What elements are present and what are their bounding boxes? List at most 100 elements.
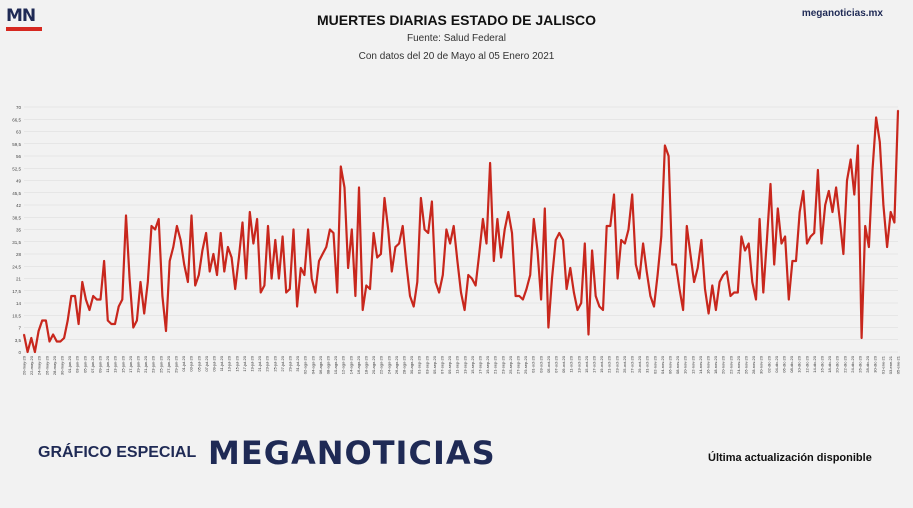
data-point [354,295,357,297]
data-point [737,291,739,294]
data-point [365,284,368,287]
data-point [256,218,258,220]
data-point [110,323,113,325]
chart-subtitle-date-range: Con datos del 20 de Mayo al 05 Enero 202… [358,51,555,62]
x-tick-label: 16-ago-20 [356,355,361,374]
data-point [179,239,182,241]
x-tick-label: 28-ago-20 [402,355,407,374]
x-tick-label: 26-dic-20 [858,355,863,372]
data-point [755,298,757,301]
x-tick-label: 20-nov-20 [721,355,726,374]
data-point [540,298,542,301]
data-point [733,291,735,294]
x-tick-label: 17-jun-20 [128,355,133,373]
data-point [584,242,586,245]
y-tick-label: 35 [16,228,22,233]
y-tick-label: 70 [16,105,22,110]
data-point [161,295,164,297]
x-tick-label: 22-nov-20 [728,355,733,374]
data-point [806,242,808,245]
data-point [780,242,783,245]
x-tick-label: 29-jun-20 [174,355,179,373]
data-point [817,169,819,171]
x-tick-label: 03-jul-20 [189,355,194,371]
data-point [798,211,801,213]
data-point [23,333,25,336]
x-tick-label: 06-dic-20 [782,355,787,372]
data-point [274,239,277,241]
data-point [853,193,856,196]
data-point [547,326,550,329]
x-tick-label: 12-nov-20 [690,355,695,374]
data-point [838,218,841,220]
data-point [744,249,746,252]
x-tick-label: 05-jul-20 [196,355,201,371]
y-tick-label: 45,5 [12,191,21,196]
data-point [401,225,404,227]
data-point [638,277,641,280]
data-point [777,207,779,210]
data-point [485,242,488,245]
data-point [372,232,375,234]
data-point [405,263,408,266]
x-tick-label: 14-nov-20 [698,355,703,374]
data-point [445,228,448,231]
data-point [70,295,73,297]
data-point [263,284,266,287]
data-point [766,239,768,241]
data-point [882,204,885,206]
x-tick-label: 10-ago-20 [333,355,338,374]
data-point [718,281,721,283]
data-point [879,141,881,143]
data-point [208,270,211,273]
data-point [788,298,790,301]
data-point [343,186,346,189]
data-point [172,246,175,248]
data-point [292,228,295,231]
x-tick-label: 26-ago-20 [394,355,399,374]
data-point [77,323,80,325]
x-tick-label: 11-oct-20 [569,355,574,372]
data-point [427,232,430,234]
data-point [183,263,185,266]
data-point [889,211,892,213]
data-point [642,242,644,245]
data-point [66,319,69,322]
x-tick-label: 04-nov-20 [660,355,665,374]
y-tick-label: 17,5 [12,289,21,294]
data-point [452,225,455,227]
data-point [249,211,251,213]
x-tick-label: 25-jul-20 [272,355,277,371]
data-point [416,281,419,283]
data-point [791,260,794,262]
data-point [289,288,291,290]
data-point [722,274,724,276]
data-point [310,277,313,280]
data-point [656,274,659,276]
data-point [30,337,33,339]
data-point [412,305,415,308]
x-tick-label: 14-dic-20 [812,355,817,372]
data-point [157,218,160,220]
y-tick-label: 49 [16,179,22,184]
data-point [321,253,324,255]
x-tick-label: 30-may-20 [60,355,65,375]
data-point [449,242,451,245]
data-point [471,277,473,280]
data-point [165,330,167,332]
logo-red-bar [6,27,42,31]
data-point [431,200,433,203]
x-tick-label: 15-oct-20 [584,355,589,373]
data-point [518,295,521,297]
y-tick-label: 38,5 [12,215,21,220]
x-tick-label: 16-nov-20 [706,355,711,374]
data-point [296,305,298,308]
x-tick-label: 25-sep-20 [508,355,513,374]
data-point [150,225,153,227]
x-tick-label: 28-nov-20 [751,355,756,374]
data-point [686,225,688,227]
data-point [442,274,444,276]
x-tick-label: 13-sep-20 [462,355,467,374]
x-tick-label: 24-nov-20 [736,355,741,374]
data-point [784,235,786,238]
